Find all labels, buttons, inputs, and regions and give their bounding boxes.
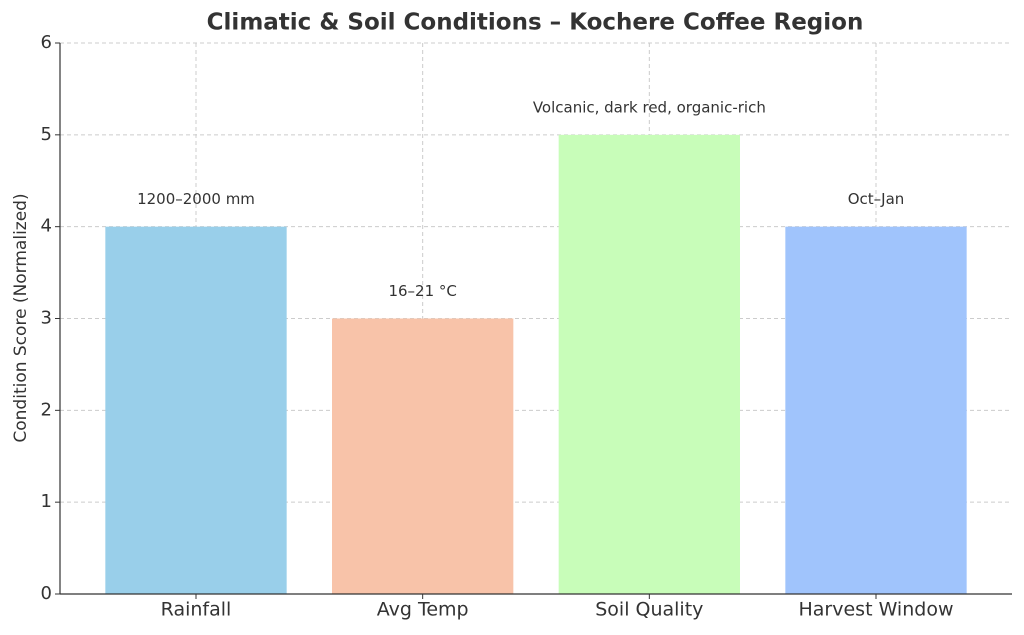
- bar-annotation: Oct–Jan: [848, 190, 905, 208]
- y-tick-label: 6: [41, 32, 52, 53]
- y-tick-label: 0: [41, 583, 52, 604]
- chart-title: Climatic & Soil Conditions – Kochere Cof…: [207, 10, 864, 36]
- bar: [332, 318, 514, 594]
- bar-annotation: 16–21 °C: [388, 282, 456, 300]
- bar: [105, 226, 287, 594]
- x-tick-label: Avg Temp: [377, 599, 469, 621]
- x-tick-label: Rainfall: [161, 599, 232, 621]
- bar-annotation: 1200–2000 mm: [137, 190, 255, 208]
- y-tick-label: 1: [41, 491, 52, 512]
- y-tick-label: 4: [41, 216, 52, 237]
- x-tick-label: Soil Quality: [595, 599, 703, 621]
- bar: [785, 226, 967, 594]
- bar: [558, 134, 740, 595]
- y-axis-label: Condition Score (Normalized): [11, 193, 31, 442]
- bar-annotation: Volcanic, dark red, organic-rich: [533, 98, 766, 116]
- y-tick-label: 3: [41, 308, 52, 329]
- y-tick-label: 5: [41, 124, 52, 145]
- y-tick-label: 2: [41, 399, 52, 420]
- x-tick-label: Harvest Window: [799, 599, 954, 621]
